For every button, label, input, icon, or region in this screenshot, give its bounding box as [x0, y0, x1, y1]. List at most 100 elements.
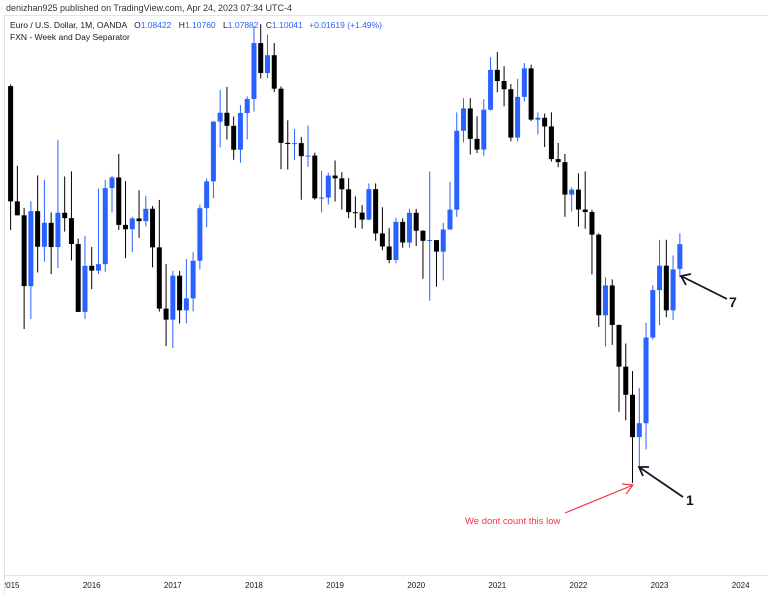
candle-body-2019-07: [373, 189, 379, 234]
label-7: 7: [729, 294, 737, 310]
low-label: L: [223, 20, 228, 30]
red-arrow-head: [621, 483, 635, 495]
candle-body-2018-11: [319, 197, 325, 199]
candle-body-2021-06: [528, 68, 534, 120]
indicator-name[interactable]: FXN - Week and Day Separator: [10, 32, 130, 42]
candle-body-2022-04: [596, 234, 602, 316]
candle-body-2021-12: [569, 189, 575, 195]
candle-body-2021-02: [501, 80, 507, 90]
time-axis[interactable]: 2015 2016 2017 2018 2019 2020 2021 2022 2023 2024: [5, 576, 768, 593]
candle-body-2021-03: [508, 89, 514, 138]
candle-body-2019-02: [339, 178, 345, 190]
candle-body-2022-10: [636, 423, 642, 438]
arrow-1: [638, 466, 684, 498]
candle-body-2015-09: [62, 212, 68, 219]
candle-body-2019-05: [359, 212, 365, 220]
candle-body-2018-02: [258, 43, 264, 74]
candle-body-2021-01: [494, 69, 500, 81]
candle-body-2023-03: [670, 269, 676, 311]
candle-body-2015-12: [82, 265, 88, 312]
candle-body-2023-04: [677, 244, 683, 269]
candle-body-2017-03: [183, 298, 189, 311]
candle-body-2020-02: [420, 230, 426, 241]
candle-body-2023-02: [663, 265, 669, 311]
publisher-line: denizhan925 published on TradingView.com…: [6, 3, 293, 13]
candle-body-2015-07: [48, 222, 54, 248]
annotation-arrows: [564, 273, 728, 514]
close-label: C: [265, 20, 273, 30]
year-tick-label: 2015: [5, 581, 20, 590]
candle-body-2018-09: [305, 155, 311, 157]
candle-body-2015-08: [55, 212, 61, 248]
year-tick-label: 2016: [82, 581, 101, 590]
candle-body-2016-01: [89, 265, 95, 271]
candle-body-2020-03: [427, 240, 433, 242]
candle-body-2016-05: [116, 177, 122, 225]
candle-body-2015-03: [21, 215, 27, 287]
candle-body-2015-04: [28, 211, 34, 287]
change-value: +0.01619 (+1.49%): [309, 20, 382, 30]
candle-body-2020-04: [433, 240, 439, 252]
candle-body-2018-10: [312, 155, 318, 199]
symbol-title[interactable]: Euro / U.S. Dollar, 1M, OANDA: [10, 20, 127, 30]
close-value: 1.10041: [272, 20, 303, 30]
red-arrow: [564, 484, 634, 514]
candle-body-2016-06: [123, 224, 129, 230]
chart-frame: [4, 15, 768, 594]
candle-body-2022-03: [589, 212, 595, 235]
year-tick-label: 2017: [163, 581, 182, 590]
open-label: O: [134, 20, 141, 30]
candle-body-2016-04: [109, 177, 115, 189]
red-note: We dont count this low: [465, 516, 561, 527]
candle-body-2020-11: [481, 109, 487, 150]
candle-body-2019-11: [400, 221, 406, 243]
candle-body-2022-09: [630, 394, 636, 438]
year-tick-label: 2018: [245, 581, 263, 590]
high-label: H: [178, 20, 185, 30]
candle-body-2016-09: [143, 208, 149, 222]
candle-body-2017-05: [197, 208, 203, 261]
candle-body-2015-11: [75, 244, 81, 312]
label-1: 1: [686, 492, 694, 508]
candle-body-2018-01: [251, 43, 257, 99]
candle-body-2016-11: [156, 247, 162, 309]
candle-body-2022-07: [616, 324, 622, 367]
candle-body-2016-10: [150, 208, 156, 248]
candle-body-2022-02: [582, 209, 588, 213]
candle-body-2020-09: [467, 108, 473, 139]
candle-body-2018-12: [325, 175, 331, 198]
candle-body-2020-06: [447, 209, 453, 230]
candle-body-2017-11: [237, 113, 243, 150]
candle-body-2019-08: [379, 233, 385, 247]
candle-body-2018-03: [264, 55, 270, 74]
year-tick-label: 2019: [326, 581, 344, 590]
candle-body-2022-01: [575, 189, 581, 210]
candle-body-2015-06: [41, 222, 47, 247]
candle-body-2020-10: [474, 138, 480, 150]
candle-body-2015-02: [14, 201, 20, 216]
candle-body-2019-04: [352, 212, 358, 214]
candle-body-2019-12: [406, 212, 412, 243]
candle-body-2017-10: [231, 125, 237, 150]
candle-body-2023-01: [657, 265, 663, 291]
candle-body-2019-01: [332, 175, 338, 179]
time-axis-border: [4, 575, 768, 576]
candle-body-2022-06: [609, 285, 615, 325]
candle-body-2016-12: [163, 308, 169, 320]
candle-body-2021-09: [548, 126, 554, 160]
candle-body-2017-04: [190, 260, 196, 299]
candle-body-2020-05: [440, 229, 446, 252]
candle-body-2022-12: [650, 290, 656, 338]
candle-body-2017-08: [217, 112, 223, 122]
candle-body-2020-12: [488, 69, 494, 110]
arrow-7-head: [679, 273, 692, 286]
candle-body-2017-09: [224, 112, 230, 126]
candle-body-2019-09: [386, 246, 392, 261]
year-tick-label: 2022: [569, 581, 588, 590]
year-tick-label: 2021: [488, 581, 507, 590]
low-value: 1.07882: [227, 20, 259, 30]
candle-body-2016-03: [102, 188, 108, 265]
year-tick-label: 2024: [731, 581, 750, 590]
candle-body-2022-05: [602, 285, 608, 316]
